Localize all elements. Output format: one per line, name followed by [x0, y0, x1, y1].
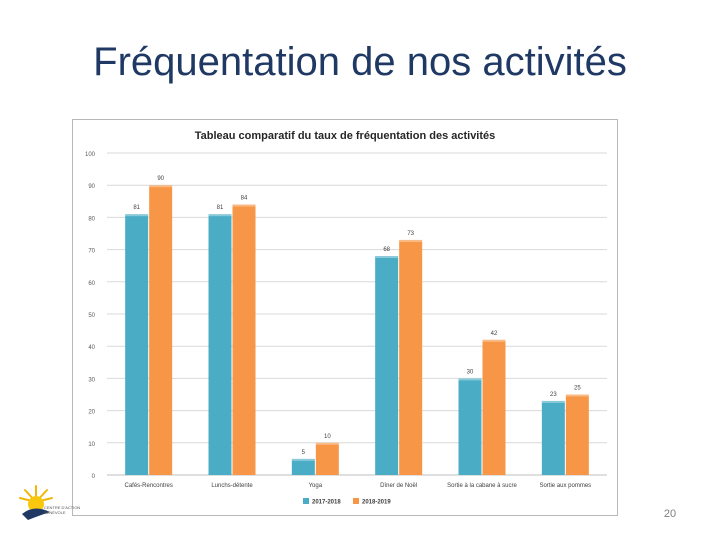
- data-labels: 81 90 81 84 5 10 68 73 30 42 23 25: [133, 176, 581, 456]
- bar-highlight: [291, 458, 315, 461]
- x-tick-label: Lunchs-détente: [211, 483, 253, 489]
- data-label: 68: [383, 247, 390, 253]
- legend-swatch: [303, 498, 309, 504]
- bar: [315, 442, 339, 475]
- bar-highlight: [149, 185, 173, 188]
- data-label: 25: [574, 386, 581, 392]
- y-tick-label: 80: [88, 216, 95, 222]
- x-axis: Cafés-Rencontres Lunchs-détente Yoga Dîner …: [124, 483, 591, 489]
- y-tick-label: 60: [88, 281, 95, 287]
- slide-title: Fréquentation de nos activités: [93, 40, 627, 84]
- bar-highlight: [315, 442, 339, 445]
- bar-highlight: [208, 214, 232, 217]
- bar-highlight: [482, 339, 506, 342]
- y-tick-label: 30: [88, 377, 95, 383]
- bar-highlight: [541, 400, 565, 403]
- data-label: 84: [241, 196, 248, 202]
- bar: [208, 214, 232, 475]
- y-axis: 0 10 20 30 40 50 60 70 80 90 100: [85, 152, 607, 480]
- legend-label: 2018-2019: [362, 500, 391, 506]
- x-tick-label: Sortie aux pommes: [539, 483, 591, 489]
- data-label: 81: [217, 205, 224, 211]
- bar: [125, 214, 149, 475]
- bar: [565, 394, 589, 475]
- legend: 2017-2018 2018-2019: [303, 498, 391, 506]
- x-tick-label: Yoga: [309, 483, 323, 489]
- bar: [399, 239, 423, 475]
- bar-highlight: [565, 394, 589, 397]
- x-tick-label: Dîner de Noël: [380, 483, 417, 489]
- y-tick-label: 90: [88, 184, 95, 190]
- data-label: 23: [550, 392, 557, 398]
- bars: [125, 185, 589, 475]
- bar-highlight: [125, 214, 149, 217]
- data-label: 5: [302, 450, 306, 456]
- y-tick-label: 10: [88, 442, 95, 448]
- bar: [232, 204, 256, 475]
- y-tick-label: 50: [88, 313, 95, 319]
- logo-text: CENTRE D'ACTION BÉNÉVOLE: [44, 505, 88, 515]
- y-tick-label: 20: [88, 410, 95, 416]
- bar: [375, 256, 399, 475]
- legend-swatch: [353, 498, 359, 504]
- bar: [458, 378, 482, 475]
- bar: [149, 185, 173, 475]
- bar-chart: Tableau comparatif du taux de fréquentat…: [85, 130, 607, 506]
- bar: [541, 400, 565, 475]
- data-label: 90: [157, 176, 164, 182]
- y-tick-label: 0: [92, 474, 96, 480]
- slide-number: 20: [663, 508, 677, 520]
- chart-frame: Tableau comparatif du taux de fréquentat…: [72, 119, 618, 516]
- logo-sun-icon: [19, 485, 53, 520]
- y-tick-label: 100: [85, 152, 96, 158]
- bar-highlight: [232, 204, 256, 207]
- data-label: 73: [407, 231, 414, 237]
- bar-highlight: [375, 256, 399, 259]
- x-tick-label: Sortie à la cabane à sucre: [447, 483, 517, 489]
- data-label: 10: [324, 434, 331, 440]
- x-tick-label: Cafés-Rencontres: [124, 483, 172, 489]
- gridlines: [107, 152, 607, 476]
- data-label: 81: [133, 205, 140, 211]
- logo-line-1: CENTRE D'ACTION: [44, 505, 81, 510]
- bar: [482, 339, 506, 475]
- legend-label: 2017-2018: [312, 500, 341, 506]
- data-label: 42: [491, 331, 498, 337]
- y-tick-label: 40: [88, 345, 95, 351]
- chart-title: Tableau comparatif du taux de fréquentat…: [195, 130, 496, 142]
- data-label: 30: [467, 369, 474, 375]
- logo-line-2: BÉNÉVOLE: [44, 510, 66, 515]
- y-tick-label: 70: [88, 249, 95, 255]
- bar-highlight: [399, 239, 423, 242]
- bar-highlight: [458, 378, 482, 381]
- bar: [291, 458, 315, 475]
